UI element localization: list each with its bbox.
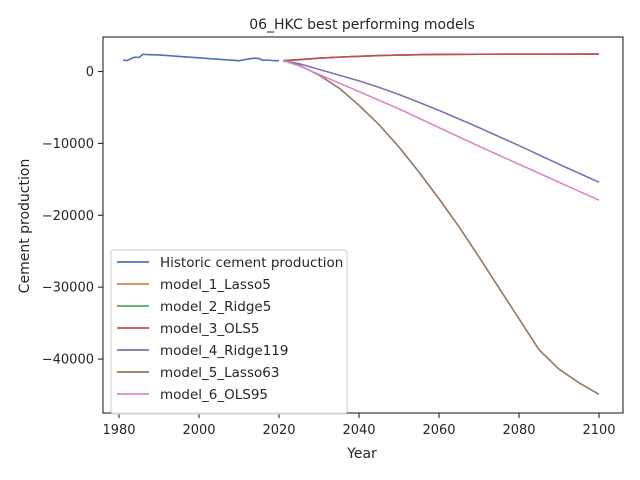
- legend-box: [110, 249, 348, 415]
- series-line-4: [282, 53, 600, 62]
- x-tick-label: 2020: [262, 423, 295, 438]
- y-tick-label: −10000: [42, 137, 94, 152]
- legend: Historic cement production model_1_Lasso5…: [110, 249, 348, 415]
- y-axis-label: Cement production: [17, 159, 33, 294]
- x-tick-label: 2080: [502, 423, 535, 438]
- x-axis: 1980 2000 2020 2040 2060 2080 2100: [102, 413, 616, 438]
- series-line-6: [282, 59, 600, 396]
- y-tick-label: −40000: [42, 353, 94, 368]
- x-tick-label: 2040: [342, 423, 375, 438]
- plot-frame: [102, 36, 624, 414]
- series-line-5: [282, 59, 600, 183]
- legend-entry-6: model_5_Lasso63: [160, 365, 279, 381]
- x-axis-label: Year: [346, 446, 377, 462]
- legend-entry-1: Historic cement production: [160, 255, 343, 271]
- legend-entry-7: model_6_OLS95: [160, 387, 268, 403]
- series-layer: [122, 53, 600, 396]
- legend-entry-4: model_3_OLS5: [160, 321, 259, 337]
- series-line-7: [282, 59, 600, 201]
- legend-entry-5: model_4_Ridge119: [160, 343, 288, 359]
- legend-entry-2: model_1_Lasso5: [160, 277, 271, 293]
- legend-entry-3: model_2_Ridge5: [160, 299, 271, 315]
- x-tick-label: 2100: [582, 423, 615, 438]
- y-tick-label: 0: [86, 65, 94, 80]
- y-axis: 0 −10000 −20000 −30000 −40000: [42, 65, 103, 368]
- y-tick-label: −20000: [42, 209, 94, 224]
- chart-title: 06_HKC best performing models: [249, 17, 475, 33]
- series-line-1: [122, 53, 279, 62]
- x-tick-label: 2000: [182, 423, 215, 438]
- x-tick-label: 2060: [422, 423, 455, 438]
- x-tick-label: 1980: [102, 423, 135, 438]
- y-tick-label: −30000: [42, 281, 94, 296]
